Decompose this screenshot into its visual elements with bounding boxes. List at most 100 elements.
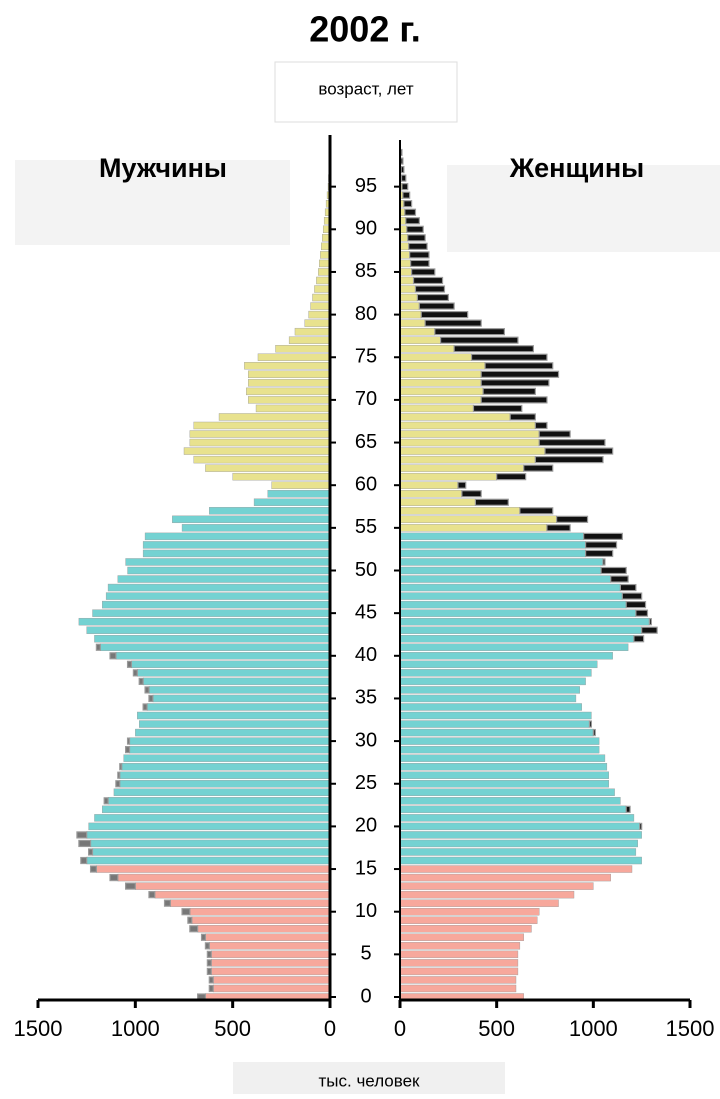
y-tick-label: 10 <box>355 900 377 922</box>
bar <box>399 617 650 626</box>
bar <box>399 856 642 865</box>
x-tick-label: 1000 <box>111 1016 160 1041</box>
y-label-box <box>274 61 458 123</box>
bar <box>144 532 331 541</box>
bar <box>399 472 497 481</box>
excess-bar <box>404 208 417 216</box>
y-tick-label: 65 <box>355 431 377 453</box>
bar <box>316 276 331 285</box>
bar <box>275 345 331 353</box>
bar <box>399 762 608 771</box>
bar <box>183 447 331 455</box>
excess-bar <box>414 285 446 293</box>
x-tick-label: 1500 <box>14 1016 63 1041</box>
bar <box>399 873 611 882</box>
bar <box>142 677 331 686</box>
bar <box>399 839 639 848</box>
excess-bar <box>88 848 94 856</box>
bar <box>399 805 627 814</box>
bar <box>399 626 642 634</box>
bar <box>146 703 331 711</box>
bar <box>399 925 532 933</box>
bar <box>399 899 559 907</box>
bar <box>137 669 331 677</box>
excess-bar <box>103 797 109 805</box>
excess-bar <box>641 626 658 634</box>
excess-bar <box>480 396 548 404</box>
bar <box>205 933 331 941</box>
excess-bar <box>412 276 444 285</box>
bar <box>189 908 331 916</box>
bar <box>152 694 331 703</box>
bar <box>314 285 331 293</box>
y-tick-label: 55 <box>355 516 377 538</box>
bar <box>248 370 331 379</box>
bar <box>399 387 484 396</box>
bar <box>399 566 602 575</box>
bar <box>205 464 331 472</box>
excess-bar <box>453 345 535 353</box>
excess-bar <box>407 234 426 242</box>
bar <box>248 396 331 404</box>
excess-bar <box>189 925 199 933</box>
excess-bar <box>401 183 409 191</box>
bar <box>399 464 524 472</box>
bar <box>399 822 640 831</box>
excess-bar <box>126 660 133 668</box>
excess-bar <box>474 498 509 506</box>
bar <box>399 481 459 489</box>
bar <box>212 976 331 984</box>
bar <box>312 293 331 302</box>
y-tick-label: 45 <box>355 601 377 623</box>
bar <box>399 549 586 558</box>
excess-bar <box>480 370 560 378</box>
bar <box>319 259 331 268</box>
bar <box>253 498 331 506</box>
excess-bar <box>400 174 407 182</box>
bar <box>119 771 331 779</box>
excess-bar <box>592 728 596 737</box>
bar <box>88 822 331 831</box>
bar <box>399 455 536 464</box>
x-tick-label: 1500 <box>666 1016 715 1041</box>
bar <box>135 882 331 890</box>
bar <box>191 916 331 924</box>
excess-bar <box>584 549 614 558</box>
bar <box>399 234 408 242</box>
excess-bar <box>588 720 593 728</box>
excess-bar <box>408 242 428 250</box>
excess-bar <box>206 967 212 976</box>
bar <box>255 404 331 413</box>
x-tick-label: 1000 <box>569 1016 618 1041</box>
bar <box>399 285 416 293</box>
excess-bar <box>523 464 554 472</box>
bar <box>117 575 331 583</box>
bar <box>399 302 420 310</box>
bar <box>399 984 517 993</box>
bar <box>135 728 331 737</box>
excess-bar <box>416 293 449 302</box>
bar <box>212 984 331 993</box>
x-tick-label: 0 <box>324 1016 336 1041</box>
bar <box>399 652 613 660</box>
excess-bar <box>635 609 649 617</box>
excess-bar <box>584 541 618 549</box>
excess-bar <box>109 873 119 882</box>
excess-bar <box>602 558 606 566</box>
excess-bar <box>461 490 482 498</box>
bar <box>399 310 422 319</box>
bar <box>211 959 331 967</box>
x-axis-label: тыс. человек <box>319 1071 421 1090</box>
bar <box>399 396 482 404</box>
excess-bar <box>546 524 571 532</box>
excess-bar <box>142 703 148 711</box>
bar <box>92 848 331 856</box>
bar <box>399 643 629 651</box>
excess-bar <box>544 447 614 455</box>
excess-bar <box>484 362 554 370</box>
bar <box>107 797 331 805</box>
excess-bar <box>555 515 589 523</box>
excess-bar <box>619 583 637 592</box>
excess-bar <box>538 430 571 438</box>
